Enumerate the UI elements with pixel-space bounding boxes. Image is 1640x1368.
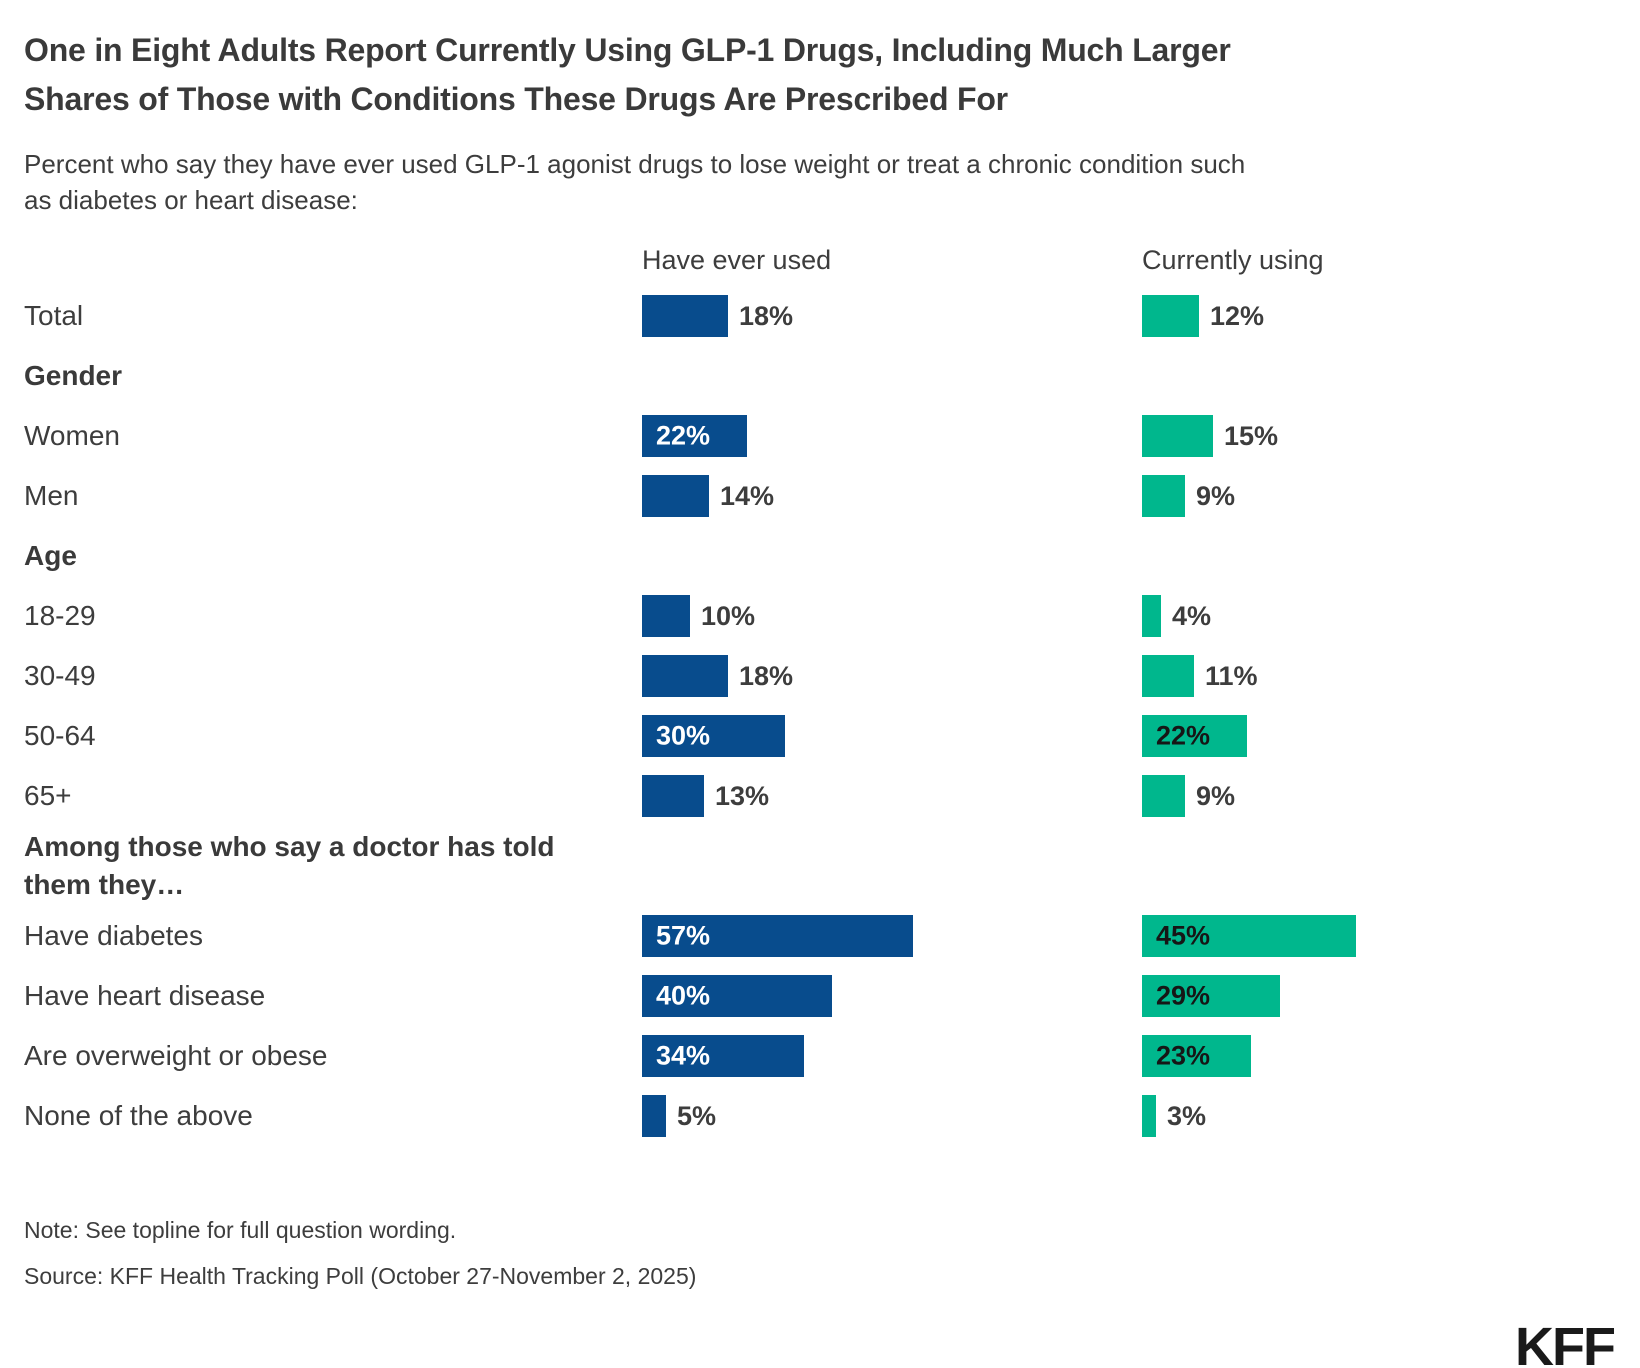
value-label: 4% <box>1172 600 1212 631</box>
bar-currently-using <box>1142 915 1356 957</box>
bar-currently-using <box>1142 475 1185 517</box>
bar-currently-using <box>1142 775 1185 817</box>
value-label: 22% <box>1156 720 1211 751</box>
bar-currently-using <box>1142 975 1280 1017</box>
bar-currently-using <box>1142 715 1247 757</box>
title-line-1: One in Eight Adults Report Currently Usi… <box>24 32 1231 68</box>
value-label: 15% <box>1224 420 1279 451</box>
bar-have-ever-used <box>642 295 728 337</box>
row-label: 30-49 <box>24 660 96 691</box>
bar-have-ever-used <box>642 975 832 1017</box>
section-header-row: Among those who say a doctor has told th… <box>0 826 1640 906</box>
bar-have-ever-used <box>642 475 709 517</box>
chart-row: Have heart disease 40% 29% <box>0 966 1640 1026</box>
value-label: 9% <box>1196 780 1236 811</box>
bar-currently-using <box>1142 415 1213 457</box>
bar-currently-using <box>1142 595 1161 637</box>
value-label: 5% <box>677 1100 717 1131</box>
chart-row: Men 14% 9% <box>0 466 1640 526</box>
chart-rows: Total 18% 12% Gender Women 22% 15% Men 14% 9% Age 1… <box>0 286 1640 1146</box>
value-label: 34% <box>656 1040 711 1071</box>
bar-chart: Have ever used Currently using Total 18% 1… <box>0 232 1640 1146</box>
value-label: 14% <box>720 480 775 511</box>
bar-have-ever-used <box>642 415 747 457</box>
value-label: 45% <box>1156 920 1211 951</box>
row-label: Have diabetes <box>24 920 204 951</box>
bar-have-ever-used <box>642 915 913 957</box>
value-label: 9% <box>1196 480 1236 511</box>
chart-row: Have diabetes 57% 45% <box>0 906 1640 966</box>
row-label: Total <box>24 300 84 331</box>
row-label: 65+ <box>24 780 72 811</box>
chart-row: Are overweight or obese 34% 23% <box>0 1026 1640 1086</box>
section-label: Gender <box>24 360 123 391</box>
bar-have-ever-used <box>642 1035 804 1077</box>
value-label: 29% <box>1156 980 1211 1011</box>
chart-row: Women 22% 15% <box>0 406 1640 466</box>
chart-page: One in Eight Adults Report Currently Usi… <box>0 26 1640 1368</box>
value-label: 11% <box>1205 660 1258 691</box>
value-label: 22% <box>656 420 711 451</box>
bar-currently-using <box>1142 1035 1251 1077</box>
bar-have-ever-used <box>642 775 704 817</box>
section-header-row: Age <box>0 526 1640 586</box>
bar-currently-using <box>1142 1095 1156 1137</box>
bar-have-ever-used <box>642 715 785 757</box>
chart-subtitle: Percent who say they have ever used GLP-… <box>24 146 1616 218</box>
page-title: One in Eight Adults Report Currently Usi… <box>24 26 1616 124</box>
bar-have-ever-used <box>642 655 728 697</box>
chart-row: 30-49 18% 11% <box>0 646 1640 706</box>
note-text: Note: See topline for full question word… <box>24 1217 457 1243</box>
title-line-2: Shares of Those with Conditions These Dr… <box>24 81 1008 117</box>
bar-currently-using <box>1142 655 1194 697</box>
bar-have-ever-used <box>642 1095 666 1137</box>
section-label: Age <box>24 540 77 571</box>
column-header-have-ever-used: Have ever used <box>642 245 832 275</box>
chart-row: 18-29 10% 4% <box>0 586 1640 646</box>
value-label: 57% <box>656 920 711 951</box>
bar-currently-using <box>1142 295 1199 337</box>
row-label: Women <box>24 420 120 451</box>
column-header-currently-using: Currently using <box>1142 245 1324 275</box>
value-label: 3% <box>1167 1100 1207 1131</box>
chart-row: 65+ 13% 9% <box>0 766 1640 826</box>
kff-logo: KFF <box>1515 1317 1616 1368</box>
row-label: 50-64 <box>24 720 96 751</box>
value-label: 40% <box>656 980 711 1011</box>
value-label: 10% <box>701 600 756 631</box>
chart-row: 50-64 30% 22% <box>0 706 1640 766</box>
value-label: 18% <box>739 300 794 331</box>
subtitle-line-1: Percent who say they have ever used GLP-… <box>24 149 1246 179</box>
section-label: Among those who say a doctor has told th… <box>24 831 555 900</box>
chart-footer: Note: See topline for full question word… <box>24 1216 1616 1290</box>
value-label: 13% <box>715 780 770 811</box>
source-text: Source: KFF Health Tracking Poll (Octobe… <box>24 1263 697 1289</box>
value-label: 12% <box>1210 300 1265 331</box>
subtitle-line-2: as diabetes or heart disease: <box>24 185 358 215</box>
row-label: Have heart disease <box>24 980 266 1011</box>
row-label: 18-29 <box>24 600 96 631</box>
row-label: Are overweight or obese <box>24 1040 328 1071</box>
value-label: 23% <box>1156 1040 1211 1071</box>
row-label: None of the above <box>24 1100 253 1131</box>
section-header-row: Gender <box>0 346 1640 406</box>
column-headers: Have ever used Currently using <box>0 232 1640 286</box>
value-label: 18% <box>739 660 794 691</box>
chart-row: None of the above 5% 3% <box>0 1086 1640 1146</box>
value-label: 30% <box>656 720 711 751</box>
row-label: Men <box>24 480 79 511</box>
bar-have-ever-used <box>642 595 690 637</box>
chart-row: Total 18% 12% <box>0 286 1640 346</box>
